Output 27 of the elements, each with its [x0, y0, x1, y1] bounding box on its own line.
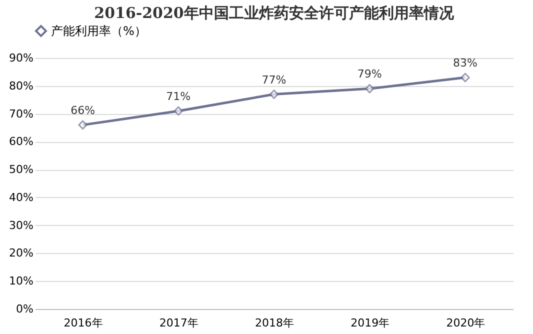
data-label: 71%: [166, 90, 191, 103]
x-tick-label: 2018年: [255, 316, 294, 330]
y-tick-label: 60%: [9, 135, 34, 148]
y-tick-label: 30%: [9, 218, 34, 232]
y-tick-label: 80%: [9, 79, 34, 92]
point: [269, 90, 279, 99]
data-label: 83%: [452, 56, 478, 70]
x-tick-label: 2020年: [446, 316, 486, 330]
y-tick-label: 40%: [9, 190, 34, 204]
chart-title: 2016-2020年中国工业炸药安全许可产能利用率情况: [94, 4, 455, 22]
y-tick-label: 90%: [9, 52, 34, 64]
point: [460, 72, 470, 82]
legend-label: 产能利用率（%）: [51, 24, 146, 38]
data-label: 77%: [262, 73, 286, 86]
y-tick-label: 20%: [9, 246, 34, 260]
point: [364, 84, 374, 94]
point: [78, 120, 88, 130]
data-label: 66%: [70, 104, 96, 117]
y-tick-label: 10%: [9, 274, 34, 288]
y-tick-label: 0%: [16, 302, 34, 316]
point: [174, 106, 184, 116]
data-label: 79%: [357, 68, 382, 81]
x-tick-label: 2019年: [350, 316, 390, 330]
x-tick-label: 2017年: [159, 316, 198, 330]
y-tick-label: 70%: [9, 107, 34, 120]
x-tick-label: 2016年: [64, 316, 103, 330]
y-tick-label: 50%: [9, 163, 34, 176]
